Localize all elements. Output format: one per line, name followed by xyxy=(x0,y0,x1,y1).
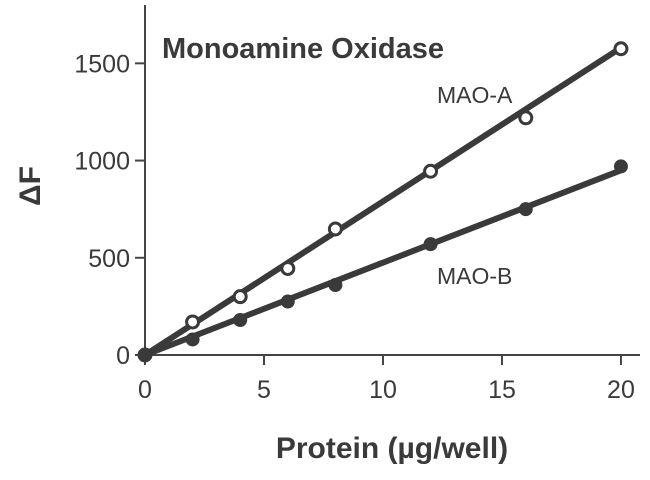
series-line-mao-a xyxy=(142,44,624,358)
data-point-mao-a xyxy=(232,289,248,305)
data-point-mao-a xyxy=(613,41,629,57)
x-axis-title: Protein (µg/well) xyxy=(276,432,508,465)
chart-title: Monoamine Oxidase xyxy=(162,33,444,65)
y-tick-label: 1500 xyxy=(74,50,130,78)
y-tick-label: 500 xyxy=(88,245,130,273)
chart-text: Monoamine Oxidase Protein (µg/well) ΔF M… xyxy=(14,33,513,465)
data-point-mao-b xyxy=(613,159,628,174)
data-point-mao-a xyxy=(423,163,439,179)
y-tick-label: 0 xyxy=(116,342,130,370)
data-point-mao-b xyxy=(233,313,248,327)
data-point-mao-b xyxy=(185,332,200,347)
x-tick-label: 5 xyxy=(257,376,271,404)
data-point-mao-b xyxy=(518,202,533,217)
x-tick-label: 15 xyxy=(488,376,516,404)
data-point-mao-a xyxy=(518,110,534,126)
data-point-mao-b xyxy=(280,294,295,309)
data-point-mao-b xyxy=(423,237,438,252)
data-point-mao-a xyxy=(280,260,296,276)
x-tick-label: 0 xyxy=(138,376,152,404)
series-lines xyxy=(142,44,624,358)
series-label-mao-b: MAO-B xyxy=(437,263,512,289)
y-axis-title: ΔF xyxy=(14,166,47,206)
data-points xyxy=(137,41,629,363)
data-point-mao-b xyxy=(328,278,343,292)
axes: 0 500 1000 1500 0 5 10 15 20 xyxy=(74,5,640,404)
data-point-mao-a xyxy=(185,314,201,330)
series-label-mao-a: MAO-A xyxy=(437,82,513,108)
data-point-mao-b xyxy=(138,348,152,362)
x-tick-label: 20 xyxy=(607,376,635,404)
x-tick-label: 10 xyxy=(369,376,397,404)
y-tick-label: 1000 xyxy=(74,148,130,176)
series-line-mao-b xyxy=(142,167,624,358)
data-point-mao-a xyxy=(327,221,343,237)
